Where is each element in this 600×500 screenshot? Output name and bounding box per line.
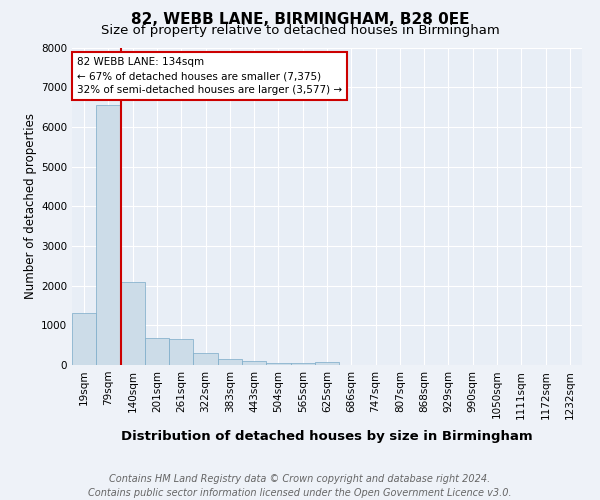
Bar — [290, 363, 315, 365]
Bar — [193, 353, 218, 365]
Bar — [242, 361, 266, 365]
Text: Size of property relative to detached houses in Birmingham: Size of property relative to detached ho… — [101, 24, 499, 37]
Bar — [315, 362, 339, 365]
Text: Contains HM Land Registry data © Crown copyright and database right 2024.
Contai: Contains HM Land Registry data © Crown c… — [88, 474, 512, 498]
Text: 82, WEBB LANE, BIRMINGHAM, B28 0EE: 82, WEBB LANE, BIRMINGHAM, B28 0EE — [131, 12, 469, 28]
Bar — [169, 339, 193, 365]
Bar — [266, 362, 290, 365]
Bar — [218, 359, 242, 365]
Bar — [96, 105, 121, 365]
Bar — [72, 314, 96, 365]
X-axis label: Distribution of detached houses by size in Birmingham: Distribution of detached houses by size … — [121, 430, 533, 442]
Text: 82 WEBB LANE: 134sqm
← 67% of detached houses are smaller (7,375)
32% of semi-de: 82 WEBB LANE: 134sqm ← 67% of detached h… — [77, 57, 342, 95]
Bar — [145, 338, 169, 365]
Bar — [121, 282, 145, 365]
Y-axis label: Number of detached properties: Number of detached properties — [24, 114, 37, 299]
